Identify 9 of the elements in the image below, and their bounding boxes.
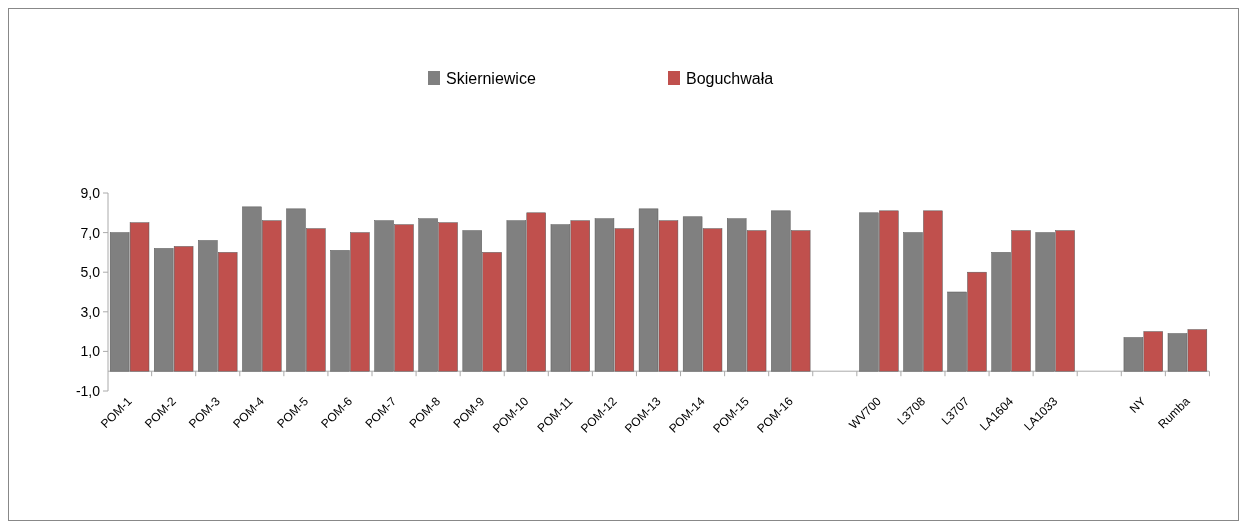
y-tick-label: 5,0 — [80, 264, 101, 281]
legend-label: Skierniewice — [446, 69, 536, 87]
y-tick-label: 9,0 — [80, 184, 101, 201]
y-tick-label: 3,0 — [80, 303, 101, 320]
y-tick-label: 1,0 — [80, 343, 101, 360]
y-tick-label: -1,0 — [75, 382, 101, 399]
x-tick-label: NY — [1126, 394, 1149, 416]
y-tick-label: 7,0 — [80, 224, 101, 241]
legend-label: Boguchwała — [686, 69, 774, 87]
